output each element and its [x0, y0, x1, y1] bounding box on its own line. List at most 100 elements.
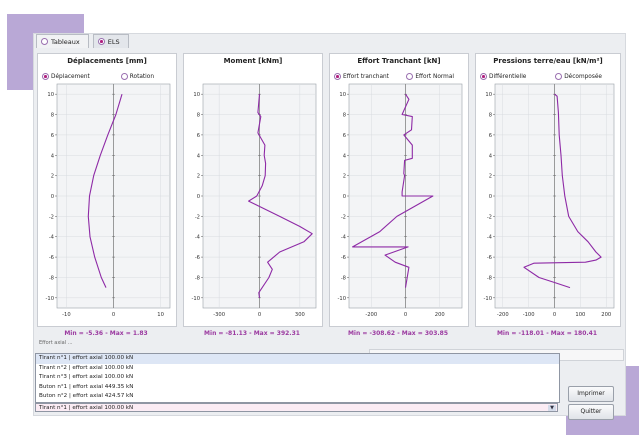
list-item[interactable]: Tirant n°3 | effort axial 100.00 kN [39, 374, 134, 381]
x-tick-label: 100 [575, 312, 585, 318]
minmax-deplacements: Min = -5.36 - Max = 1.83 [64, 330, 148, 337]
y-tick-label: -2 [49, 214, 54, 220]
panel-title: Pressions terre/eau [kN/m²] [493, 57, 603, 65]
y-tick-label: 4 [489, 153, 493, 159]
x-tick-label: 0 [258, 312, 261, 318]
y-tick-label: -8 [195, 275, 200, 281]
info-text: Effort axial ... [39, 340, 73, 346]
y-tick-label: 0 [489, 194, 492, 200]
y-tick-label: 10 [193, 92, 200, 98]
x-tick-label: 0 [553, 312, 556, 318]
radio-icon [406, 73, 414, 80]
x-tick-label: 0 [404, 312, 407, 318]
radio-selected-icon [334, 73, 341, 80]
y-tick-label: -10 [46, 296, 54, 302]
chart-effort-tranchant: 10 8 6 4 2 0 -2 -4 -6 -8 -10 -200 0 200 [338, 83, 463, 318]
panel-title: Effort Tranchant [kN] [357, 57, 441, 65]
minmax-moment: Min = -81.13 - Max = 392.31 [204, 330, 300, 337]
series-line [352, 93, 434, 288]
x-tick-label: -300 [213, 312, 225, 318]
y-tick-label: -6 [49, 255, 54, 261]
option-label: Rotation [129, 73, 154, 80]
chart-pressions: 10 8 6 4 2 0 -2 -4 -6 -8 -10 -200 -100 0 100 200 [484, 83, 615, 318]
x-tick-label: -200 [365, 312, 377, 318]
y-tick-label: -10 [484, 296, 492, 302]
option-effort-normal[interactable]: Effort Normal [406, 73, 454, 80]
x-tick-label: 200 [435, 312, 445, 318]
y-tick-label: 10 [47, 92, 54, 98]
series-line [248, 94, 313, 298]
tirant-select[interactable]: Tirant n°1 | effort axial 100.00 kN ▼ [35, 403, 558, 412]
y-tick-label: -6 [341, 255, 346, 261]
chart-moment: 10 8 6 4 2 0 -2 -4 -6 -8 -10 -300 0 300 [192, 83, 317, 318]
option-decomposee[interactable]: Décomposée [555, 73, 602, 80]
y-tick-label: -4 [487, 235, 493, 241]
y-tick-label: 0 [51, 194, 54, 200]
results-window: Tableaux ELS Déplacements [mm] Déplaceme… [33, 33, 626, 420]
panel-pressions: Pressions terre/eau [kN/m²] Différentiel… [475, 53, 621, 327]
tab-els[interactable]: ELS [92, 34, 129, 48]
y-tick-label: -8 [49, 275, 54, 281]
panel-moment: Moment [kNm] 10 8 6 4 2 0 -2 -4 -6 -8 -10 -300 0 300 [183, 53, 323, 327]
series-line [523, 93, 602, 289]
y-tick-label: 8 [197, 113, 200, 119]
x-tick-label: 200 [601, 312, 611, 318]
y-tick-label: 6 [51, 133, 54, 139]
radio-icon [120, 73, 128, 80]
quit-button[interactable]: Quitter [568, 404, 614, 420]
x-tick-label: -100 [523, 312, 535, 318]
option-label: Différentielle [489, 73, 527, 80]
list-item[interactable]: Tirant n°2 | effort axial 100.00 kN [39, 364, 134, 371]
y-tick-label: -6 [487, 255, 492, 261]
option-effort-tranchant[interactable]: Effort tranchant [334, 73, 389, 80]
list-item[interactable]: Buton n°1 | effort axial 449.35 kN [39, 383, 134, 390]
option-deplacement[interactable]: Déplacement [42, 73, 90, 80]
y-tick-label: -2 [341, 214, 346, 220]
chevron-down-icon[interactable]: ▼ [548, 405, 556, 411]
y-tick-label: -6 [195, 255, 200, 261]
y-tick-label: 4 [51, 153, 55, 159]
y-tick-label: 10 [339, 92, 346, 98]
list-item[interactable]: Buton n°2 | effort axial 424.57 kN [39, 393, 134, 400]
radio-icon [41, 38, 48, 45]
x-tick-label: -10 [62, 312, 70, 318]
option-label: Effort tranchant [343, 73, 389, 80]
y-tick-label: -4 [195, 235, 201, 241]
minmax-effort-tranchant: Min = -308.62 - Max = 303.85 [347, 330, 449, 337]
x-tick-label: 0 [112, 312, 115, 318]
y-tick-label: 2 [489, 174, 492, 180]
radio-selected-icon [97, 38, 105, 45]
y-tick-label: 6 [343, 133, 346, 139]
x-tick-label: -200 [497, 312, 509, 318]
panel-deplacements: Déplacements [mm] Déplacement Rotation 1… [37, 53, 177, 327]
tirant-dropdown-list[interactable]: Tirant n°1 | effort axial 100.00 kN Tira… [35, 353, 560, 403]
print-button[interactable]: Imprimer [568, 386, 614, 402]
radio-selected-icon [480, 73, 487, 80]
tab-label: ELS [107, 37, 120, 46]
tab-label: Tableaux [51, 37, 80, 46]
y-tick-label: -2 [487, 214, 492, 220]
y-tick-label: 8 [343, 113, 346, 119]
y-tick-label: 8 [489, 113, 492, 119]
view-tabs: Tableaux ELS [36, 34, 129, 48]
option-rotation[interactable]: Rotation [120, 73, 154, 80]
y-tick-label: 0 [197, 194, 200, 200]
y-tick-label: 4 [343, 153, 347, 159]
y-tick-label: -10 [338, 296, 346, 302]
radio-icon [555, 73, 563, 80]
y-tick-label: 2 [343, 174, 346, 180]
x-tick-label: 10 [157, 312, 164, 318]
y-tick-label: -10 [192, 296, 200, 302]
y-tick-label: 2 [197, 174, 200, 180]
series-line [87, 94, 123, 288]
option-label: Décomposée [564, 73, 602, 80]
list-item[interactable]: Tirant n°1 | effort axial 100.00 kN [36, 354, 559, 364]
option-differentielle[interactable]: Différentielle [480, 73, 526, 80]
option-label: Déplacement [51, 73, 90, 80]
panel-effort-tranchant: Effort Tranchant [kN] Effort tranchant E… [329, 53, 469, 327]
y-tick-label: -4 [49, 235, 55, 241]
tab-tableaux[interactable]: Tableaux [36, 34, 89, 48]
chart-deplacements: 10 8 6 4 2 0 -2 -4 -6 -8 -10 -10 0 10 [46, 83, 171, 318]
y-tick-label: 6 [489, 133, 492, 139]
y-tick-label: 10 [485, 92, 492, 98]
